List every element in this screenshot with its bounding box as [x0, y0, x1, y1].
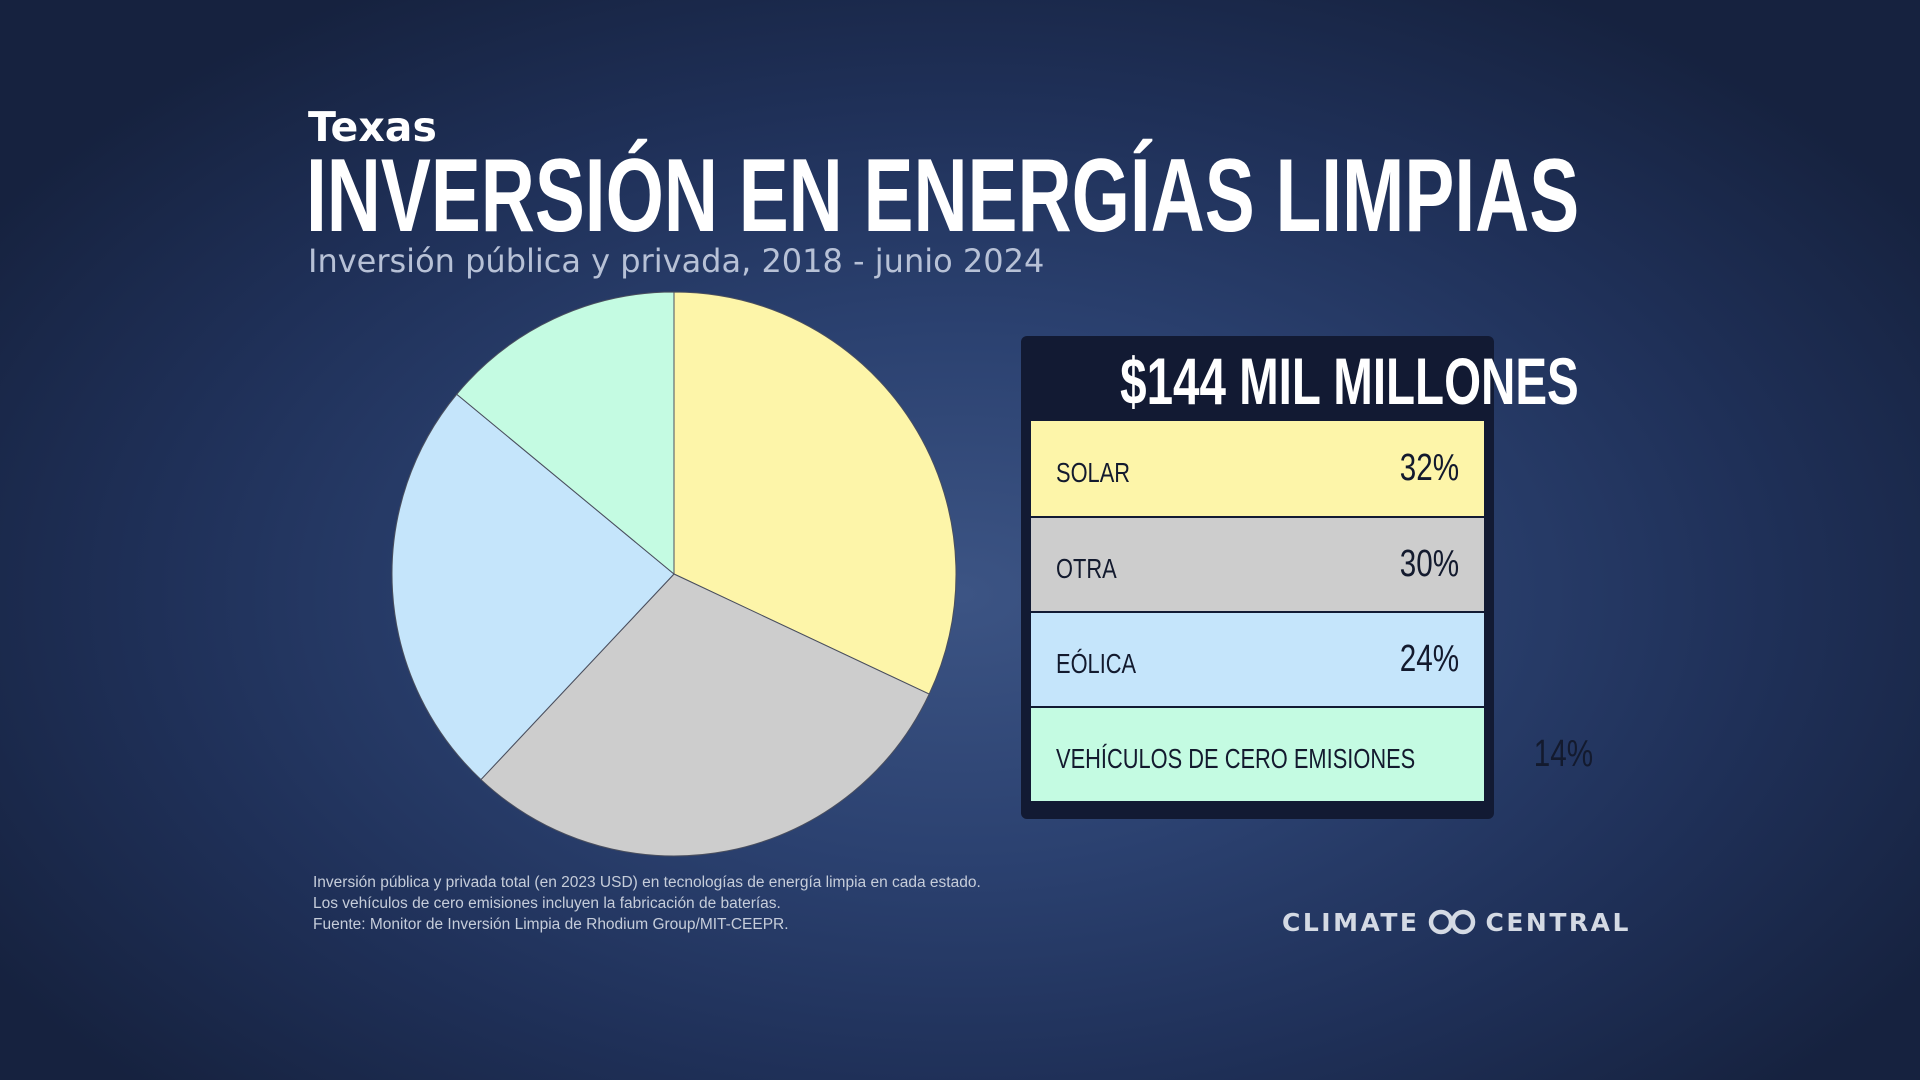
legend-label: OTRA [1056, 552, 1117, 584]
legend-panel: $144 MIL MILLONES SOLAR 32% OTRA 30% EÓLICA 2… [1021, 336, 1593, 819]
footnote-source: Fuente: Monitor de Inversión Limpia de R… [313, 916, 789, 933]
legend-rows: SOLAR 32% OTRA 30% EÓLICA 24% VEHÍCULOS DE CER… [1031, 421, 1593, 801]
climate-central-logo: CLIMATE CENTRAL [1282, 905, 1631, 939]
legend-label: SOLAR [1056, 456, 1131, 488]
state-label: Texas [308, 103, 437, 151]
legend-row: SOLAR 32% [1031, 421, 1484, 516]
climate-central-logo-icon [1428, 909, 1475, 935]
logo-text-climate: CLIMATE [1282, 907, 1420, 937]
legend-percent: 14% [1533, 733, 1593, 775]
pie-slice-otra [480, 573, 930, 857]
pie-slice-eolica [391, 393, 675, 781]
legend-percent: 30% [1399, 543, 1459, 585]
legend-percent: 32% [1399, 447, 1459, 489]
legend-label: EÓLICA [1056, 647, 1137, 679]
pie-slice-solar [673, 291, 957, 695]
legend-percent: 24% [1399, 638, 1459, 680]
legend-row: OTRA 30% [1031, 516, 1484, 611]
legend-row: EÓLICA 24% [1031, 611, 1484, 706]
footnote-line: Inversión pública y privada total (en 20… [313, 874, 981, 891]
footnote-line: Los vehículos de cero emisiones incluyen… [313, 895, 781, 912]
legend-row: VEHÍCULOS DE CERO EMISIONES 14% [1031, 706, 1593, 801]
footnotes: Inversión pública y privada total (en 20… [313, 872, 981, 935]
legend-label: VEHÍCULOS DE CERO EMISIONES [1056, 742, 1416, 774]
chart-subtitle: Inversión pública y privada, 2018 - juni… [308, 242, 1045, 280]
chart-title: INVERSIÓN EN ENERGÍAS LIMPIAS [306, 138, 1580, 254]
pie-chart [391, 291, 957, 857]
total-investment: $144 MIL MILLONES [1120, 344, 1579, 418]
pie-slice-vehiculos-de-cero-emisiones [456, 291, 675, 575]
logo-text-central: CENTRAL [1485, 907, 1631, 937]
